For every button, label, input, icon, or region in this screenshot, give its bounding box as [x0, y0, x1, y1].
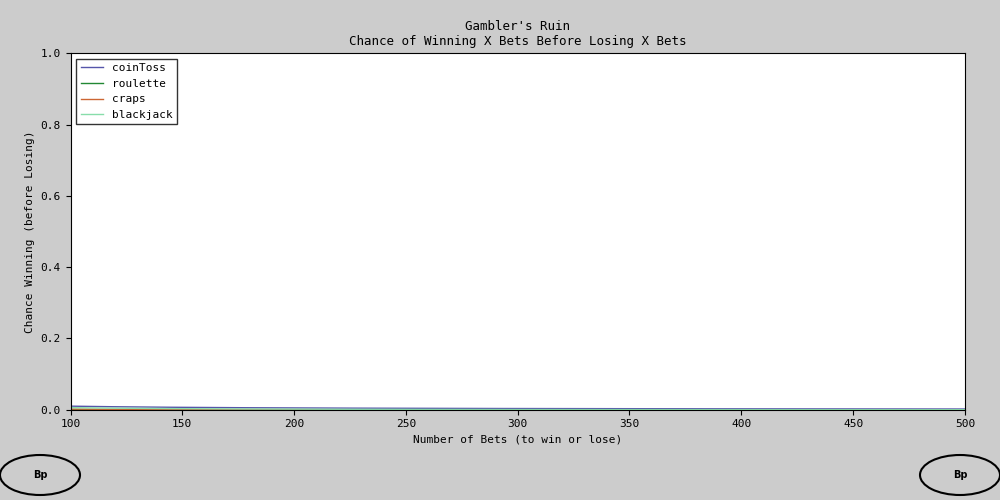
Line: coinToss: coinToss: [71, 406, 965, 409]
roulette: [959, 406, 971, 412]
roulette: [635, 406, 647, 412]
roulette: [720, 406, 732, 412]
blackjack: [386, 406, 398, 412]
X-axis label: Number of Bets (to win or lose): Number of Bets (to win or lose): [413, 435, 622, 445]
roulette: [181, 406, 193, 412]
coinToss: [386, 406, 398, 411]
coinToss: [181, 404, 193, 410]
Line: blackjack: blackjack: [71, 408, 965, 410]
blackjack: [554, 406, 566, 412]
craps: [959, 406, 971, 412]
blackjack: [65, 404, 77, 410]
coinToss: [635, 406, 647, 411]
craps: [554, 406, 566, 412]
roulette: [554, 406, 566, 412]
blackjack: [720, 406, 732, 412]
craps: [635, 406, 647, 412]
Text: Bp: Bp: [953, 470, 967, 480]
coinToss: [514, 406, 526, 411]
coinToss: [554, 406, 566, 411]
Line: craps: craps: [71, 409, 965, 410]
Y-axis label: Chance Winning (before Losing): Chance Winning (before Losing): [25, 130, 35, 333]
blackjack: [959, 406, 971, 412]
craps: [181, 406, 193, 412]
blackjack: [635, 406, 647, 412]
Title: Gambler's Ruin
Chance of Winning X Bets Before Losing X Bets: Gambler's Ruin Chance of Winning X Bets …: [349, 20, 686, 48]
coinToss: [959, 406, 971, 412]
blackjack: [181, 406, 193, 411]
roulette: [65, 406, 77, 412]
craps: [514, 406, 526, 412]
coinToss: [720, 406, 732, 412]
craps: [720, 406, 732, 412]
roulette: [386, 406, 398, 412]
Legend: coinToss, roulette, craps, blackjack: coinToss, roulette, craps, blackjack: [76, 59, 177, 124]
craps: [65, 406, 77, 412]
craps: [386, 406, 398, 412]
roulette: [514, 406, 526, 412]
blackjack: [514, 406, 526, 412]
Text: Bp: Bp: [33, 470, 47, 480]
coinToss: [65, 403, 77, 409]
